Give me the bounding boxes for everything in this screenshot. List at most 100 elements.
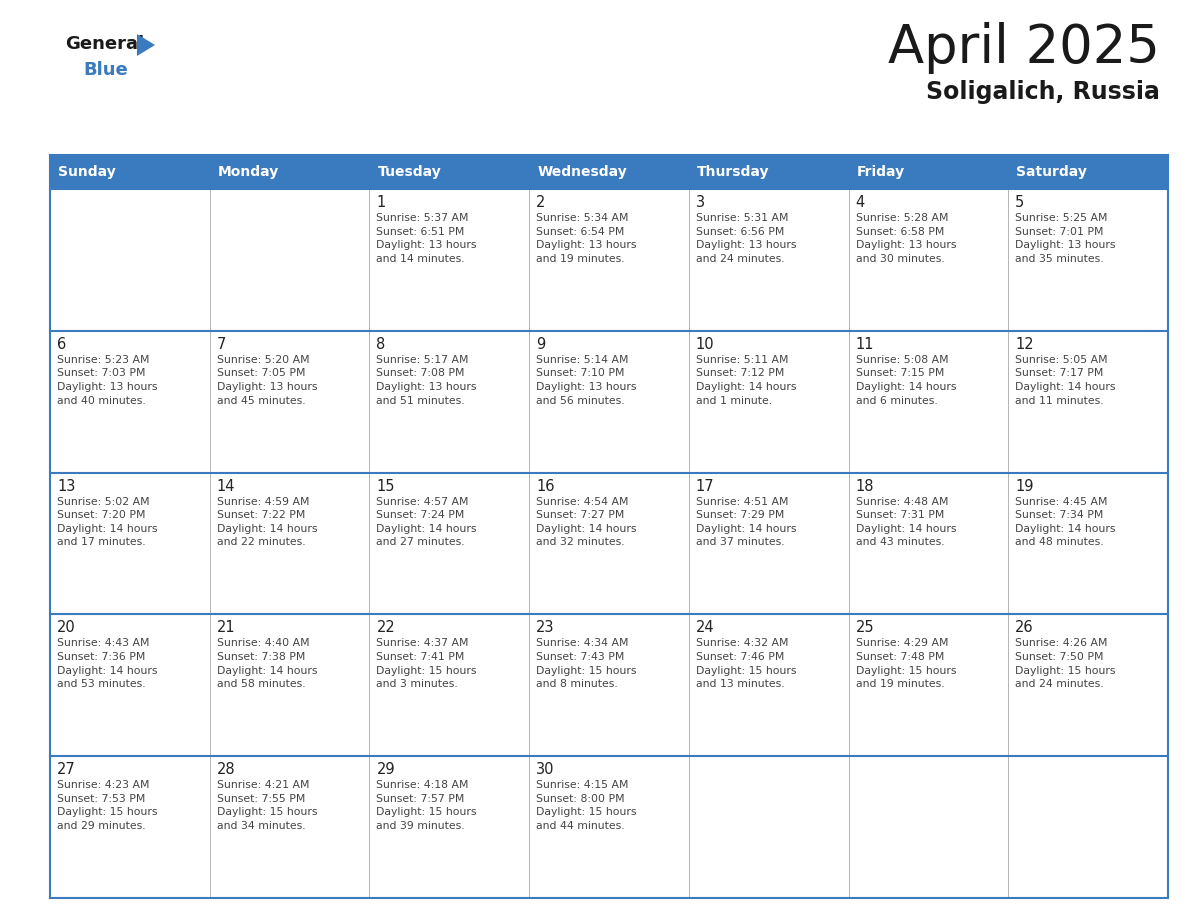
Text: 29: 29 — [377, 762, 396, 778]
Bar — [689, 330, 848, 473]
Text: Sunrise: 5:31 AM
Sunset: 6:56 PM
Daylight: 13 hours
and 24 minutes.: Sunrise: 5:31 AM Sunset: 6:56 PM Dayligh… — [696, 213, 796, 263]
Text: 19: 19 — [1016, 478, 1034, 494]
Text: 2: 2 — [536, 195, 545, 210]
Bar — [50, 473, 210, 614]
Text: General: General — [65, 35, 144, 53]
Text: 26: 26 — [1016, 621, 1034, 635]
Bar — [369, 473, 529, 614]
Text: Sunrise: 5:20 AM
Sunset: 7:05 PM
Daylight: 13 hours
and 45 minutes.: Sunrise: 5:20 AM Sunset: 7:05 PM Dayligh… — [216, 354, 317, 406]
Text: 5: 5 — [1016, 195, 1024, 210]
Text: Sunrise: 5:17 AM
Sunset: 7:08 PM
Daylight: 13 hours
and 51 minutes.: Sunrise: 5:17 AM Sunset: 7:08 PM Dayligh… — [377, 354, 476, 406]
Bar — [50, 330, 210, 473]
Text: Sunrise: 4:43 AM
Sunset: 7:36 PM
Daylight: 14 hours
and 53 minutes.: Sunrise: 4:43 AM Sunset: 7:36 PM Dayligh… — [57, 638, 158, 689]
Bar — [50, 614, 210, 756]
Bar — [369, 189, 529, 330]
Text: Tuesday: Tuesday — [378, 165, 441, 179]
Text: 4: 4 — [855, 195, 865, 210]
Text: 27: 27 — [57, 762, 76, 778]
Text: 6: 6 — [57, 337, 67, 352]
Text: 10: 10 — [696, 337, 714, 352]
Bar — [689, 614, 848, 756]
Text: 25: 25 — [855, 621, 874, 635]
Text: 22: 22 — [377, 621, 396, 635]
Bar — [1009, 189, 1168, 330]
Polygon shape — [137, 34, 154, 56]
Bar — [369, 614, 529, 756]
Text: 24: 24 — [696, 621, 714, 635]
Text: Sunrise: 5:25 AM
Sunset: 7:01 PM
Daylight: 13 hours
and 35 minutes.: Sunrise: 5:25 AM Sunset: 7:01 PM Dayligh… — [1016, 213, 1116, 263]
Text: Sunrise: 4:54 AM
Sunset: 7:27 PM
Daylight: 14 hours
and 32 minutes.: Sunrise: 4:54 AM Sunset: 7:27 PM Dayligh… — [536, 497, 637, 547]
Text: 7: 7 — [216, 337, 226, 352]
Bar — [50, 756, 210, 898]
Bar — [848, 614, 1009, 756]
Bar — [529, 473, 689, 614]
Text: Sunrise: 4:32 AM
Sunset: 7:46 PM
Daylight: 15 hours
and 13 minutes.: Sunrise: 4:32 AM Sunset: 7:46 PM Dayligh… — [696, 638, 796, 689]
Text: 14: 14 — [216, 478, 235, 494]
Text: April 2025: April 2025 — [889, 22, 1159, 74]
Bar — [529, 614, 689, 756]
Bar — [848, 155, 1009, 189]
Bar — [529, 155, 689, 189]
Bar — [50, 189, 210, 330]
Bar — [210, 614, 369, 756]
Text: Sunrise: 5:08 AM
Sunset: 7:15 PM
Daylight: 14 hours
and 6 minutes.: Sunrise: 5:08 AM Sunset: 7:15 PM Dayligh… — [855, 354, 956, 406]
Text: 16: 16 — [536, 478, 555, 494]
Text: Sunrise: 4:45 AM
Sunset: 7:34 PM
Daylight: 14 hours
and 48 minutes.: Sunrise: 4:45 AM Sunset: 7:34 PM Dayligh… — [1016, 497, 1116, 547]
Text: Wednesday: Wednesday — [537, 165, 627, 179]
Text: Sunrise: 5:37 AM
Sunset: 6:51 PM
Daylight: 13 hours
and 14 minutes.: Sunrise: 5:37 AM Sunset: 6:51 PM Dayligh… — [377, 213, 476, 263]
Text: Sunrise: 5:34 AM
Sunset: 6:54 PM
Daylight: 13 hours
and 19 minutes.: Sunrise: 5:34 AM Sunset: 6:54 PM Dayligh… — [536, 213, 637, 263]
Text: Soligalich, Russia: Soligalich, Russia — [927, 80, 1159, 104]
Text: Sunrise: 4:57 AM
Sunset: 7:24 PM
Daylight: 14 hours
and 27 minutes.: Sunrise: 4:57 AM Sunset: 7:24 PM Dayligh… — [377, 497, 476, 547]
Text: Sunrise: 5:14 AM
Sunset: 7:10 PM
Daylight: 13 hours
and 56 minutes.: Sunrise: 5:14 AM Sunset: 7:10 PM Dayligh… — [536, 354, 637, 406]
Bar — [210, 189, 369, 330]
Text: Sunrise: 4:59 AM
Sunset: 7:22 PM
Daylight: 14 hours
and 22 minutes.: Sunrise: 4:59 AM Sunset: 7:22 PM Dayligh… — [216, 497, 317, 547]
Text: 20: 20 — [57, 621, 76, 635]
Text: Sunrise: 5:05 AM
Sunset: 7:17 PM
Daylight: 14 hours
and 11 minutes.: Sunrise: 5:05 AM Sunset: 7:17 PM Dayligh… — [1016, 354, 1116, 406]
Text: Sunday: Sunday — [58, 165, 115, 179]
Bar — [848, 189, 1009, 330]
Bar — [369, 756, 529, 898]
Text: 18: 18 — [855, 478, 874, 494]
Text: Sunrise: 4:51 AM
Sunset: 7:29 PM
Daylight: 14 hours
and 37 minutes.: Sunrise: 4:51 AM Sunset: 7:29 PM Dayligh… — [696, 497, 796, 547]
Text: 15: 15 — [377, 478, 394, 494]
Text: Sunrise: 4:21 AM
Sunset: 7:55 PM
Daylight: 15 hours
and 34 minutes.: Sunrise: 4:21 AM Sunset: 7:55 PM Dayligh… — [216, 780, 317, 831]
Bar — [689, 756, 848, 898]
Text: 3: 3 — [696, 195, 704, 210]
Bar — [369, 155, 529, 189]
Text: Sunrise: 4:23 AM
Sunset: 7:53 PM
Daylight: 15 hours
and 29 minutes.: Sunrise: 4:23 AM Sunset: 7:53 PM Dayligh… — [57, 780, 158, 831]
Text: 9: 9 — [536, 337, 545, 352]
Bar — [529, 330, 689, 473]
Text: Sunrise: 5:28 AM
Sunset: 6:58 PM
Daylight: 13 hours
and 30 minutes.: Sunrise: 5:28 AM Sunset: 6:58 PM Dayligh… — [855, 213, 956, 263]
Bar — [848, 756, 1009, 898]
Text: Sunrise: 5:11 AM
Sunset: 7:12 PM
Daylight: 14 hours
and 1 minute.: Sunrise: 5:11 AM Sunset: 7:12 PM Dayligh… — [696, 354, 796, 406]
Text: Sunrise: 4:15 AM
Sunset: 8:00 PM
Daylight: 15 hours
and 44 minutes.: Sunrise: 4:15 AM Sunset: 8:00 PM Dayligh… — [536, 780, 637, 831]
Bar — [210, 473, 369, 614]
Text: 13: 13 — [57, 478, 75, 494]
Text: Friday: Friday — [857, 165, 905, 179]
Bar — [210, 155, 369, 189]
Text: 11: 11 — [855, 337, 874, 352]
Text: Sunrise: 4:40 AM
Sunset: 7:38 PM
Daylight: 14 hours
and 58 minutes.: Sunrise: 4:40 AM Sunset: 7:38 PM Dayligh… — [216, 638, 317, 689]
Text: Blue: Blue — [83, 61, 128, 79]
Bar — [848, 330, 1009, 473]
Text: Sunrise: 4:26 AM
Sunset: 7:50 PM
Daylight: 15 hours
and 24 minutes.: Sunrise: 4:26 AM Sunset: 7:50 PM Dayligh… — [1016, 638, 1116, 689]
Text: 21: 21 — [216, 621, 235, 635]
Bar — [1009, 756, 1168, 898]
Text: 30: 30 — [536, 762, 555, 778]
Bar — [210, 330, 369, 473]
Text: 17: 17 — [696, 478, 714, 494]
Bar — [689, 473, 848, 614]
Text: 1: 1 — [377, 195, 386, 210]
Text: Sunrise: 5:02 AM
Sunset: 7:20 PM
Daylight: 14 hours
and 17 minutes.: Sunrise: 5:02 AM Sunset: 7:20 PM Dayligh… — [57, 497, 158, 547]
Text: 8: 8 — [377, 337, 386, 352]
Text: Thursday: Thursday — [697, 165, 770, 179]
Text: Monday: Monday — [217, 165, 279, 179]
Bar — [1009, 614, 1168, 756]
Bar — [529, 189, 689, 330]
Text: Sunrise: 4:29 AM
Sunset: 7:48 PM
Daylight: 15 hours
and 19 minutes.: Sunrise: 4:29 AM Sunset: 7:48 PM Dayligh… — [855, 638, 956, 689]
Bar — [529, 756, 689, 898]
Bar — [689, 155, 848, 189]
Text: Sunrise: 4:18 AM
Sunset: 7:57 PM
Daylight: 15 hours
and 39 minutes.: Sunrise: 4:18 AM Sunset: 7:57 PM Dayligh… — [377, 780, 476, 831]
Text: Sunrise: 5:23 AM
Sunset: 7:03 PM
Daylight: 13 hours
and 40 minutes.: Sunrise: 5:23 AM Sunset: 7:03 PM Dayligh… — [57, 354, 158, 406]
Bar — [210, 756, 369, 898]
